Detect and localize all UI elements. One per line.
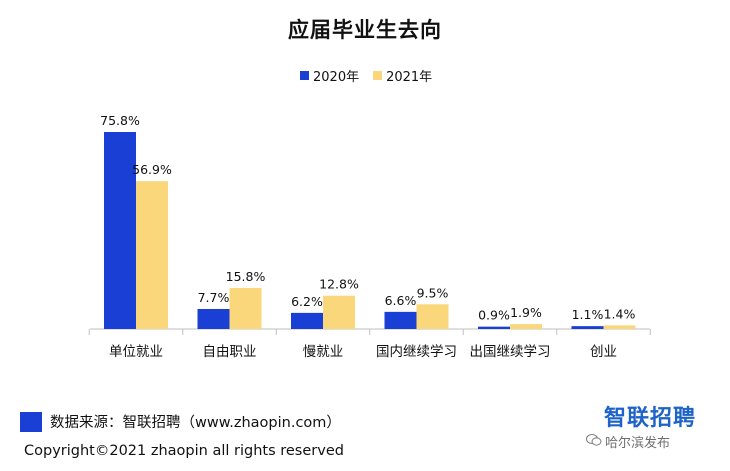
bar-2020 — [104, 132, 136, 329]
data-label: 9.5% — [417, 285, 449, 300]
legend-item-2020: 2020年 — [300, 66, 359, 85]
bar-2021 — [229, 287, 262, 329]
source-marker — [20, 411, 42, 432]
copyright-text: Copyright©2021 zhaopin all rights reserv… — [24, 443, 344, 459]
legend-swatch-2020 — [300, 71, 309, 80]
data-label: 56.9% — [132, 162, 172, 177]
bar-2021 — [136, 181, 168, 329]
watermark-text: 哈尔滨发布 — [605, 436, 671, 451]
bar-2021 — [603, 325, 636, 329]
x-tick-label: 出国继续学习 — [470, 344, 551, 360]
source-text: 数据来源：智联招聘（www.zhaopin.com） — [50, 415, 341, 431]
legend-label-2020: 2020年 — [313, 70, 360, 85]
bar-2021 — [510, 324, 542, 329]
data-label: 1.1% — [572, 307, 604, 322]
data-label: 15.8% — [226, 269, 266, 284]
x-tick-label: 自由职业 — [203, 344, 257, 360]
legend-label-2021: 2021年 — [386, 70, 433, 85]
x-tick-label: 单位就业 — [109, 344, 163, 360]
legend-swatch-2021 — [373, 71, 383, 80]
legend-item-2021: 2021年 — [373, 66, 432, 85]
bar-2021 — [416, 304, 449, 329]
bar-chart: 75.8% 56.9% 单位就业 7.7% 15.8% 自由职业 6.2% 12.8% 慢就业 6… — [88, 113, 651, 360]
x-tick-label: 创业 — [590, 344, 617, 360]
data-label: 7.7% — [198, 290, 230, 305]
data-source: 数据来源：智联招聘（www.zhaopin.com） — [20, 411, 341, 432]
bar-2020 — [571, 326, 604, 329]
bar-2021 — [323, 295, 355, 329]
data-label: 1.9% — [510, 305, 542, 320]
chart-title: 应届毕业生去向 — [288, 18, 442, 42]
wechat-icon — [586, 433, 602, 451]
data-label: 1.4% — [604, 306, 636, 321]
chart-legend: 2020年 2021年 — [300, 66, 432, 85]
zhaopin-logo: 智联招聘 — [604, 406, 697, 431]
watermark: 哈尔滨发布 — [586, 432, 670, 451]
data-label: 0.9% — [478, 308, 510, 323]
data-label: 6.2% — [291, 294, 323, 309]
data-label: 75.8% — [100, 113, 140, 128]
bar-2020 — [478, 326, 510, 329]
bar-2020 — [384, 311, 417, 329]
bar-2020 — [291, 312, 323, 329]
bar-2020 — [197, 308, 230, 329]
data-label: 12.8% — [319, 277, 359, 292]
data-label: 6.6% — [385, 293, 417, 308]
x-tick-label: 国内继续学习 — [376, 344, 457, 360]
x-tick-label: 慢就业 — [303, 343, 344, 360]
